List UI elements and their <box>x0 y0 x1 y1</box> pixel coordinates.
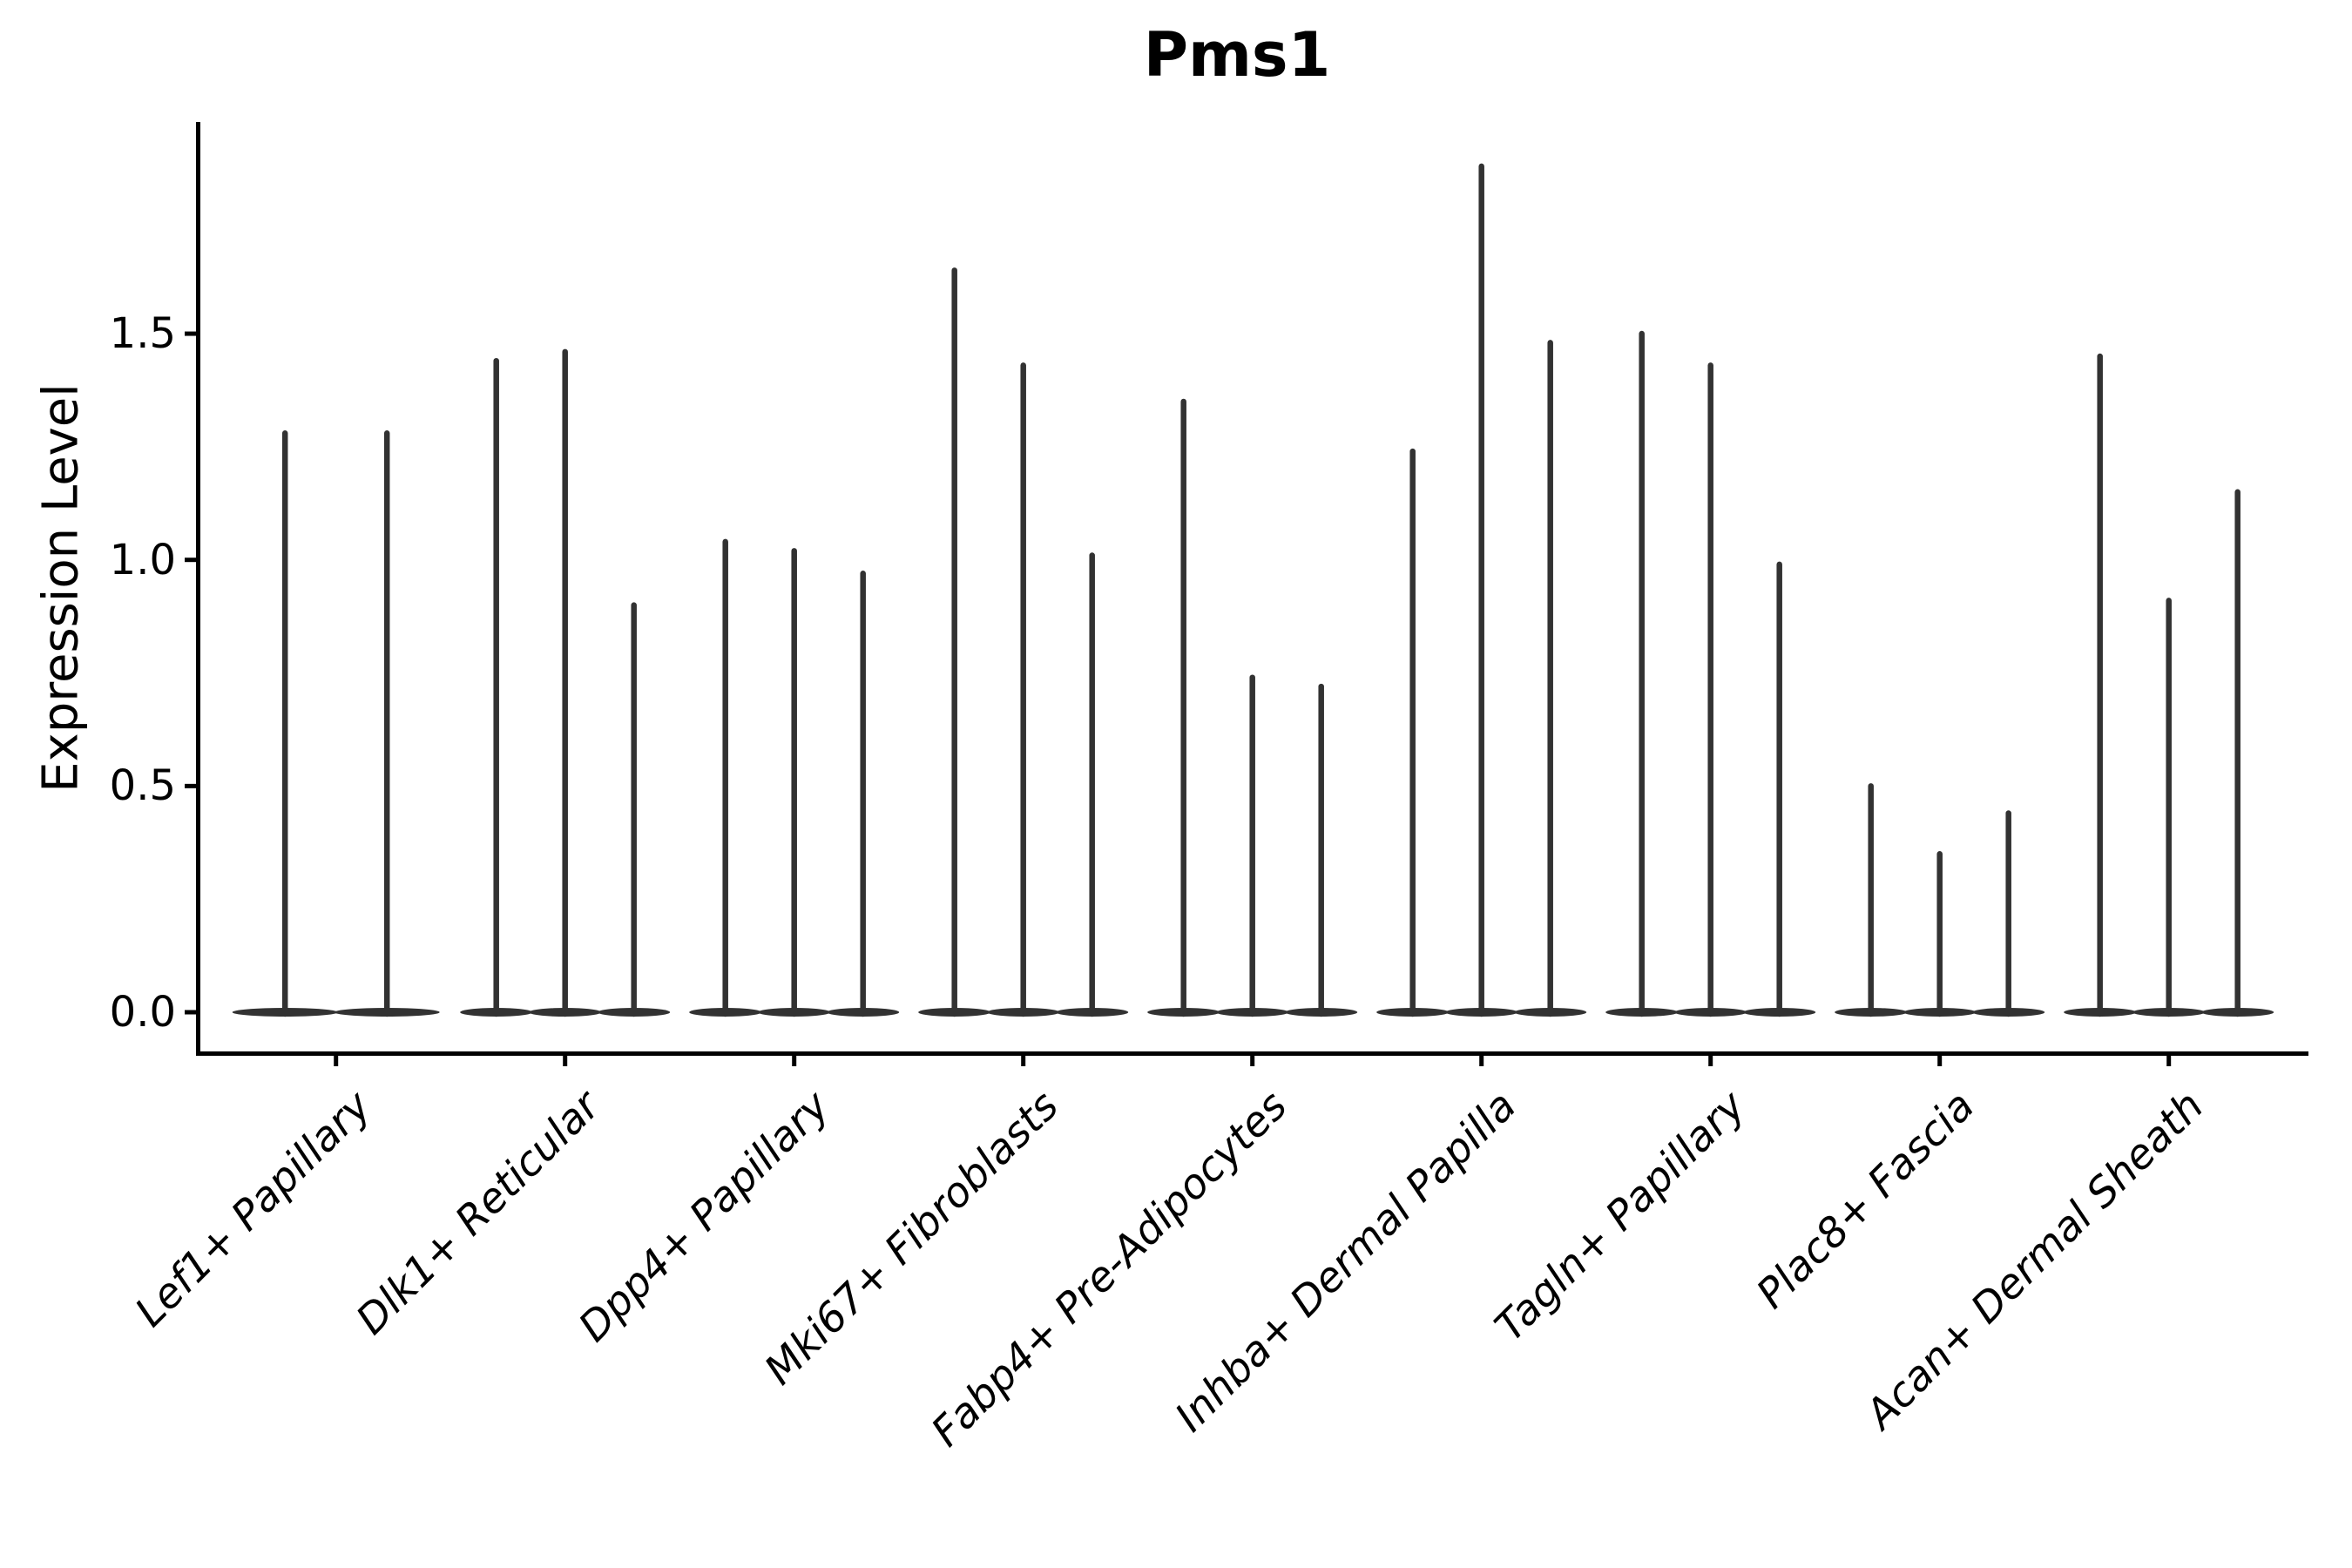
y-tick-label: 1.0 <box>109 535 176 585</box>
y-tick-label: 0.5 <box>109 761 176 811</box>
chart-title: Pms1 <box>1143 19 1331 91</box>
y-tick-label: 0.0 <box>109 988 176 1037</box>
y-axis-label: Expression Level <box>32 383 90 793</box>
y-tick-label: 1.5 <box>109 309 176 359</box>
